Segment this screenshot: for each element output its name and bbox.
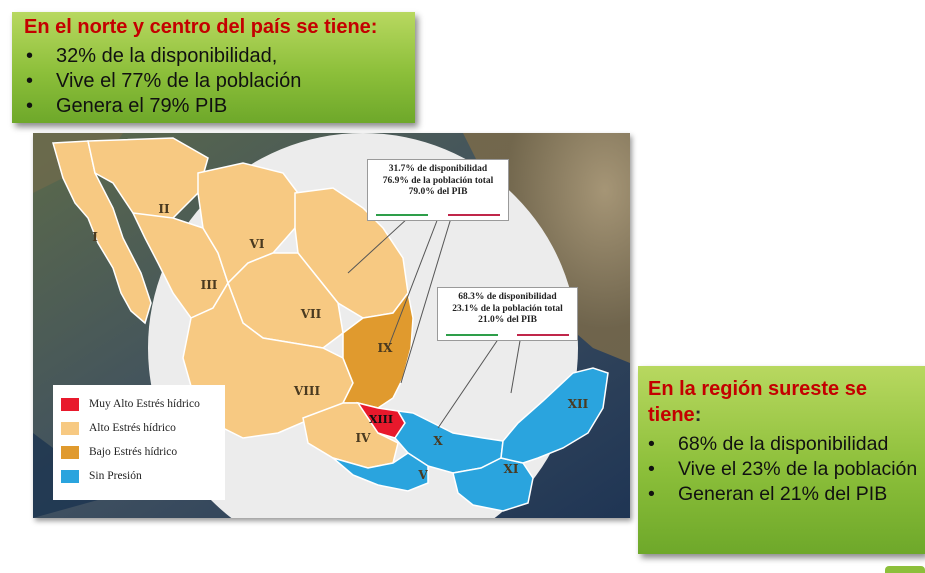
region-v bbox=[332, 452, 429, 492]
map-graphic: I II III VI VII VIII IX IV XIII X V XI X… bbox=[33, 133, 630, 518]
legend-label: Bajo Estrés hídrico bbox=[89, 446, 178, 458]
legend-label: Alto Estrés hídrico bbox=[89, 422, 176, 434]
region-i bbox=[52, 140, 152, 325]
callout-line: 21.0% del PIB bbox=[478, 315, 537, 325]
region-label: XIII bbox=[369, 413, 393, 426]
legend-label: Muy Alto Estrés hídrico bbox=[89, 398, 200, 410]
region-iv bbox=[302, 402, 399, 469]
legend-label: Sin Presión bbox=[89, 470, 142, 482]
region-xii bbox=[500, 367, 609, 464]
south-box-item: 68% de la disponibilidad bbox=[648, 432, 923, 457]
callout-south-stats: 68.3% de disponibilidad 23.1% de la pobl… bbox=[437, 287, 578, 341]
legend-swatch bbox=[61, 470, 79, 483]
region-label: VII bbox=[300, 307, 322, 321]
callout-line: 23.1% de la población total bbox=[452, 303, 563, 314]
region-label: XI bbox=[504, 462, 519, 476]
region-label: XII bbox=[568, 397, 589, 411]
north-box-item: Genera el 79% PIB bbox=[26, 94, 301, 119]
callout-color-bars bbox=[376, 214, 500, 216]
region-label: V bbox=[417, 468, 428, 482]
slide-corner-tab bbox=[885, 566, 925, 573]
callout-line: 76.9% de la población total bbox=[382, 175, 494, 186]
region-label: IX bbox=[378, 341, 394, 355]
callout-north-stats: 31.7% de disponibilidad 76.9% de la pobl… bbox=[367, 159, 509, 221]
map-legend: Muy Alto Estrés hídrico Alto Estrés hídr… bbox=[53, 385, 225, 500]
water-stress-map: I II III VI VII VIII IX IV XIII X V XI X… bbox=[33, 133, 630, 518]
region-label: II bbox=[158, 202, 170, 216]
north-info-box: En el norte y centro del país se tiene: … bbox=[12, 12, 415, 123]
region-label: VIII bbox=[293, 384, 321, 398]
region-label: I bbox=[92, 230, 98, 244]
callout-line: 31.7% de disponibilidad bbox=[388, 164, 488, 174]
south-box-title-text: En la región sureste se tiene bbox=[648, 378, 867, 426]
north-box-item: Vive el 77% de la población bbox=[26, 69, 301, 94]
legend-swatch bbox=[61, 398, 79, 411]
region-label: III bbox=[201, 278, 218, 292]
region-label: X bbox=[433, 434, 443, 448]
region-label: VI bbox=[249, 237, 265, 251]
north-box-title: En el norte y centro del país se tiene: bbox=[24, 16, 378, 38]
south-info-box: En la región sureste se tiene: 68% de la… bbox=[638, 366, 925, 554]
north-box-list: 32% de la disponibilidad, Vive el 77% de… bbox=[26, 44, 301, 119]
region-xi bbox=[452, 457, 534, 512]
callout-line: 79.0% del PIB bbox=[408, 187, 468, 197]
callout-color-bars bbox=[446, 334, 569, 336]
south-box-list: 68% de la disponibilidad Vive el 23% de … bbox=[648, 432, 923, 507]
callout-leader-lines bbox=[347, 217, 522, 429]
legend-swatch bbox=[61, 446, 79, 459]
mexico-regions bbox=[52, 137, 609, 512]
south-box-title-colon: : bbox=[694, 404, 702, 426]
callout-line: 68.3% de disponibilidad bbox=[458, 292, 557, 302]
south-box-title: En la región sureste se tiene: bbox=[648, 376, 908, 428]
south-box-item: Generan el 21% del PIB bbox=[648, 482, 923, 507]
region-ix bbox=[341, 291, 414, 409]
north-box-item: 32% de la disponibilidad, bbox=[26, 44, 301, 69]
region-label: IV bbox=[356, 431, 372, 445]
south-box-item: Vive el 23% de la población bbox=[648, 457, 923, 482]
legend-swatch bbox=[61, 422, 79, 435]
